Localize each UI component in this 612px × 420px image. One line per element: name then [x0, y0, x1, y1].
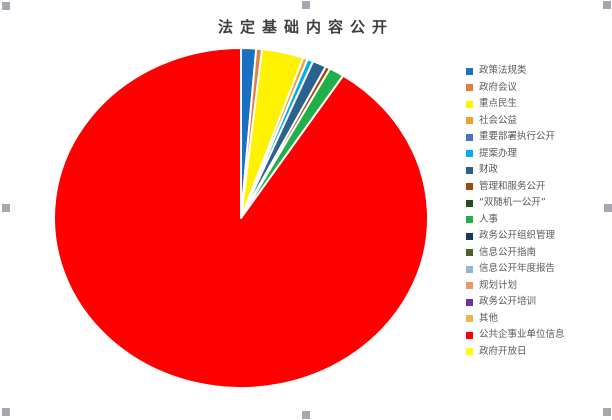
legend-swatch-icon	[466, 282, 473, 290]
legend-item[interactable]: 政务公开组织管理	[466, 228, 612, 245]
legend-item[interactable]: “双随机一公开”	[466, 195, 612, 212]
legend-label: 财政	[479, 164, 499, 175]
legend-label: 政务公开培训	[479, 296, 537, 307]
legend-item[interactable]: 重点民生	[466, 96, 612, 113]
legend-item[interactable]: 提案办理	[466, 146, 612, 163]
legend-swatch-icon	[466, 117, 473, 125]
legend-swatch-icon	[466, 315, 473, 323]
legend-swatch-icon	[466, 199, 473, 207]
legend-label: 重点民生	[479, 98, 518, 109]
legend-label: 政府会议	[479, 81, 518, 93]
legend-swatch-icon	[466, 100, 473, 108]
legend-item[interactable]: 公共企事业单位信息	[466, 327, 612, 344]
selection-handle-middle-right[interactable]	[604, 204, 612, 212]
chart-title: 法定基础内容公开	[217, 18, 394, 36]
legend-item[interactable]: 政府开放日	[466, 344, 612, 361]
legend-label: 人事	[479, 213, 499, 225]
selection-handle-top-left[interactable]	[2, 2, 10, 10]
legend-swatch-icon	[466, 298, 473, 306]
legend-item[interactable]: 信息公开年度报告	[466, 261, 612, 278]
legend-item[interactable]: 人事	[466, 212, 612, 229]
legend-label: “双随机一公开”	[479, 197, 546, 208]
selection-handle-bottom-right[interactable]	[603, 408, 611, 416]
legend-swatch-icon	[466, 249, 473, 257]
legend-item[interactable]: 政府会议	[466, 80, 612, 97]
legend-label: 信息公开年度报告	[479, 263, 556, 274]
selection-handle-middle-left[interactable]	[2, 204, 10, 212]
legend-label: 管理和服务公开	[479, 180, 546, 192]
legend-label: 提案办理	[479, 147, 518, 159]
legend-label: 政务公开组织管理	[479, 230, 556, 241]
legend-swatch-icon	[466, 331, 473, 339]
legend-swatch-icon	[466, 84, 473, 92]
legend-swatch-icon	[466, 150, 473, 158]
legend-item[interactable]: 重要部署执行公开	[466, 129, 612, 146]
legend-label: 社会公益	[479, 114, 518, 126]
chart-legend: 政策法规类政府会议重点民生社会公益重要部署执行公开 提案办理财政管理和服务公开 “双…	[466, 63, 612, 360]
legend-swatch-icon	[466, 166, 473, 174]
selection-handle-bottom-middle[interactable]	[302, 411, 310, 419]
legend-label: 政策法规类	[479, 65, 527, 76]
legend-item[interactable]: 财政	[466, 162, 612, 179]
legend-swatch-icon	[466, 265, 473, 273]
selection-handle-bottom-left[interactable]	[2, 408, 10, 416]
legend-swatch-icon	[466, 67, 473, 75]
pie-slice[interactable]	[53, 47, 429, 389]
legend-item[interactable]: 其他	[466, 311, 612, 328]
legend-item[interactable]: 管理和服务公开	[466, 179, 612, 196]
selection-handle-top-middle[interactable]	[302, 1, 310, 9]
legend-label: 重要部署执行公开	[479, 131, 556, 142]
legend-item[interactable]: 信息公开指南	[466, 245, 612, 262]
legend-item[interactable]: 政策法规类	[466, 63, 612, 80]
legend-label: 其他	[479, 312, 499, 324]
legend-label: 信息公开指南	[479, 246, 537, 258]
legend-label: 公共企事业单位信息	[479, 329, 565, 340]
legend-swatch-icon	[466, 183, 473, 191]
legend-label: 政府开放日	[479, 345, 527, 357]
legend-label: 规划计划	[479, 279, 518, 291]
legend-item[interactable]: 规划计划	[466, 278, 612, 295]
legend-item[interactable]: 政务公开培训	[466, 294, 612, 311]
legend-swatch-icon	[466, 216, 473, 224]
selection-handle-top-right[interactable]	[603, 1, 611, 9]
legend-swatch-icon	[466, 232, 473, 240]
legend-swatch-icon	[466, 133, 473, 141]
legend-item[interactable]: 社会公益	[466, 113, 612, 130]
legend-swatch-icon	[466, 348, 473, 356]
